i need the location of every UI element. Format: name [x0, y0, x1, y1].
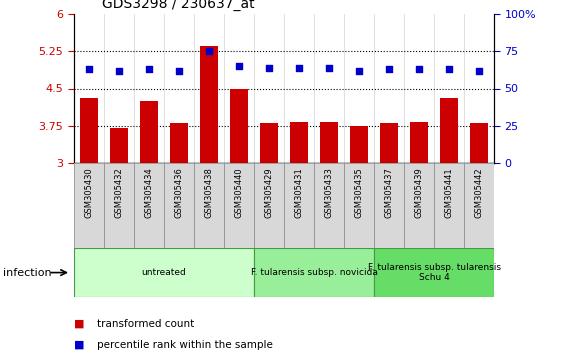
Text: GSM305437: GSM305437 — [385, 167, 394, 218]
Text: untreated: untreated — [141, 268, 186, 277]
Point — [84, 66, 93, 72]
Bar — [104, 163, 134, 248]
Bar — [440, 98, 458, 163]
Point — [235, 63, 244, 69]
Bar — [74, 248, 254, 297]
Bar — [434, 163, 464, 248]
Bar — [194, 163, 224, 248]
Point — [445, 66, 454, 72]
Bar — [290, 122, 308, 163]
Bar — [170, 123, 188, 163]
Text: F. tularensis subsp. novicida: F. tularensis subsp. novicida — [250, 268, 378, 277]
Text: GSM305432: GSM305432 — [114, 167, 123, 218]
Bar — [374, 248, 494, 297]
Text: transformed count: transformed count — [97, 319, 194, 329]
Bar — [74, 163, 104, 248]
Text: GSM305441: GSM305441 — [445, 167, 454, 218]
Text: GDS3298 / 230637_at: GDS3298 / 230637_at — [102, 0, 255, 11]
Bar — [200, 46, 218, 163]
Point — [385, 66, 394, 72]
Bar — [80, 98, 98, 163]
Text: F. tularensis subsp. tularensis
Schu 4: F. tularensis subsp. tularensis Schu 4 — [367, 263, 500, 282]
Text: GSM305433: GSM305433 — [324, 167, 333, 218]
Bar — [320, 122, 338, 163]
Bar — [134, 163, 164, 248]
Text: ■: ■ — [74, 340, 84, 350]
Bar — [224, 163, 254, 248]
Text: percentile rank within the sample: percentile rank within the sample — [97, 340, 273, 350]
Bar — [470, 123, 488, 163]
Bar — [404, 163, 434, 248]
Bar — [254, 163, 284, 248]
Bar — [374, 163, 404, 248]
Bar — [314, 163, 344, 248]
Point — [144, 66, 153, 72]
Bar — [350, 126, 368, 163]
Point — [324, 65, 333, 70]
Text: GSM305434: GSM305434 — [144, 167, 153, 218]
Point — [475, 68, 484, 74]
Text: GSM305439: GSM305439 — [415, 167, 424, 218]
Text: GSM305429: GSM305429 — [265, 167, 273, 218]
Bar — [164, 163, 194, 248]
Text: GSM305440: GSM305440 — [235, 167, 244, 218]
Point — [204, 48, 214, 54]
Bar — [380, 123, 398, 163]
Point — [265, 65, 274, 70]
Point — [294, 65, 303, 70]
Text: ■: ■ — [74, 319, 84, 329]
Bar — [260, 123, 278, 163]
Text: GSM305436: GSM305436 — [174, 167, 183, 218]
Text: infection: infection — [3, 268, 52, 278]
Bar — [284, 163, 314, 248]
Bar — [110, 128, 128, 163]
Point — [174, 68, 183, 74]
Point — [114, 68, 123, 74]
Bar — [464, 163, 494, 248]
Bar — [254, 248, 374, 297]
Text: GSM305430: GSM305430 — [85, 167, 93, 218]
Point — [415, 66, 424, 72]
Bar — [410, 122, 428, 163]
Bar — [140, 101, 158, 163]
Text: GSM305438: GSM305438 — [204, 167, 214, 218]
Text: GSM305442: GSM305442 — [475, 167, 483, 218]
Bar — [230, 88, 248, 163]
Text: GSM305435: GSM305435 — [354, 167, 364, 218]
Bar — [344, 163, 374, 248]
Point — [354, 68, 364, 74]
Text: GSM305431: GSM305431 — [295, 167, 303, 218]
